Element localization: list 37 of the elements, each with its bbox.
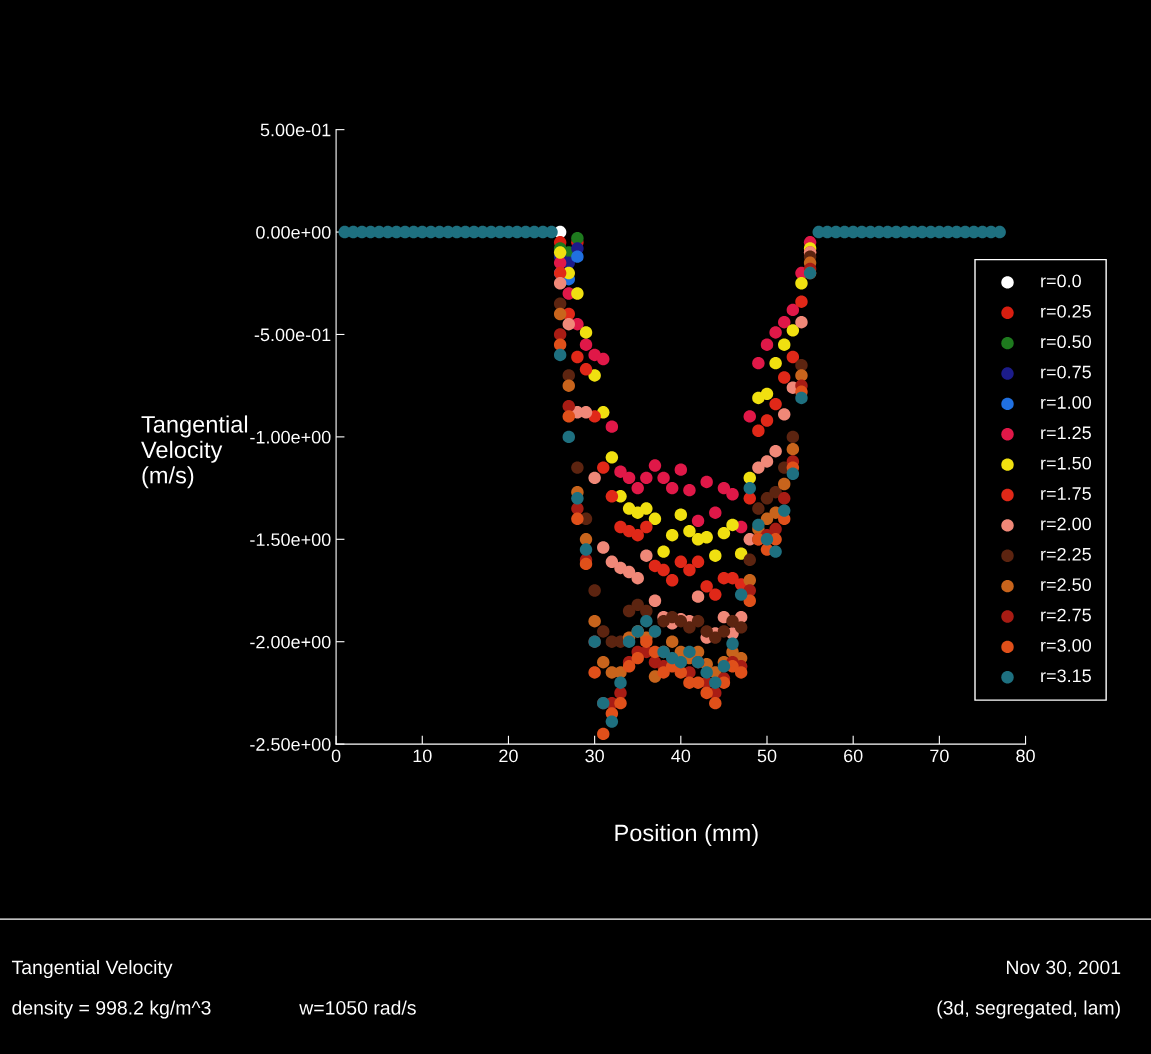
- legend-label: r=0.50: [1041, 335, 1091, 349]
- y-tick-label: -5.00e-01: [254, 328, 331, 342]
- y-axis-title: Tangential Velocity (m/s): [141, 415, 248, 489]
- x-tick-label: 0: [331, 749, 341, 763]
- legend-label: r=1.00: [1041, 396, 1091, 409]
- text: w=1050 rad/s: [299, 1000, 416, 1015]
- legend-label: r=0.0: [1041, 274, 1081, 288]
- x-tick-label: 20: [499, 749, 518, 763]
- legend-label: r=2.75: [1041, 608, 1091, 622]
- legend-label: r=1.25: [1041, 426, 1091, 440]
- text: Nov 30, 2001: [1007, 960, 1121, 977]
- y-tick-label: 0.00e+00: [256, 225, 331, 239]
- legend-label: r=1.75: [1041, 487, 1091, 500]
- legend-label: r=1.50: [1041, 456, 1091, 470]
- legend-label: r=2.25: [1041, 547, 1091, 561]
- y-tick-label: -1.50e+00: [250, 533, 331, 547]
- text: (3d, segregated, lam): [937, 1000, 1120, 1019]
- x-tick-label: 80: [1016, 749, 1035, 763]
- x-axis-title: Position (mm): [615, 824, 758, 847]
- x-tick-label: 50: [757, 749, 777, 763]
- text: Tangential Velocity: [11, 959, 173, 979]
- legend-label: r=2.50: [1041, 578, 1091, 592]
- y-tick-label: -2.00e+00: [250, 635, 331, 649]
- text: density = 998.2 kg/m^3: [12, 1000, 211, 1019]
- x-tick-label: 10: [413, 749, 432, 763]
- x-tick-label: 40: [671, 749, 691, 763]
- x-tick-label: 70: [930, 749, 949, 763]
- y-tick-label: -1.00e+00: [250, 430, 331, 444]
- legend-label: r=0.75: [1041, 365, 1091, 379]
- y-tick-label: -2.50e+00: [250, 738, 331, 751]
- x-tick-label: 30: [585, 749, 604, 763]
- legend-label: r=0.25: [1041, 304, 1091, 318]
- legend-label: r=3.15: [1041, 669, 1091, 683]
- y-tick-label: 5.00e-01: [260, 123, 331, 137]
- x-tick-label: 60: [844, 749, 863, 763]
- legend-label: r=2.00: [1041, 517, 1091, 531]
- legend-label: r=3.00: [1041, 639, 1091, 652]
